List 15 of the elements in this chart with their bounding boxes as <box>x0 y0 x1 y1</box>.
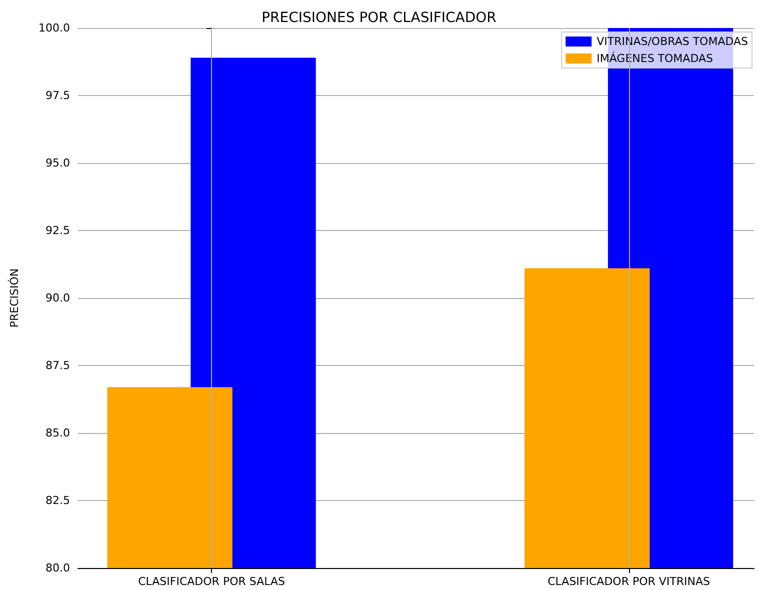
y-tick-label: 100.0 <box>38 22 70 34</box>
x-tick-label: CLASIFICADOR POR VITRINAS <box>548 575 710 588</box>
legend-label: IMÁGENES TOMADAS <box>596 51 713 65</box>
y-tick-label: 92.5 <box>46 224 70 237</box>
y-axis-title: PRECISIÓN <box>7 268 21 328</box>
legend-label: VITRINAS/OBRAS TOMADAS <box>596 35 748 48</box>
y-tick-label: 90.0 <box>46 292 70 304</box>
y-tick-label: 80.0 <box>46 562 70 574</box>
y-tick-label: 82.5 <box>46 494 70 507</box>
x-tick-label: CLASIFICADOR POR SALAS <box>138 575 285 588</box>
y-tick-label: 85.0 <box>46 426 70 440</box>
chart-title: PRECISIONES POR CLASIFICADOR <box>262 10 497 26</box>
y-tick-label: 97.5 <box>46 89 70 102</box>
y-tick-label: 95.0 <box>46 156 70 170</box>
y-tick-label: 87.5 <box>46 359 70 372</box>
